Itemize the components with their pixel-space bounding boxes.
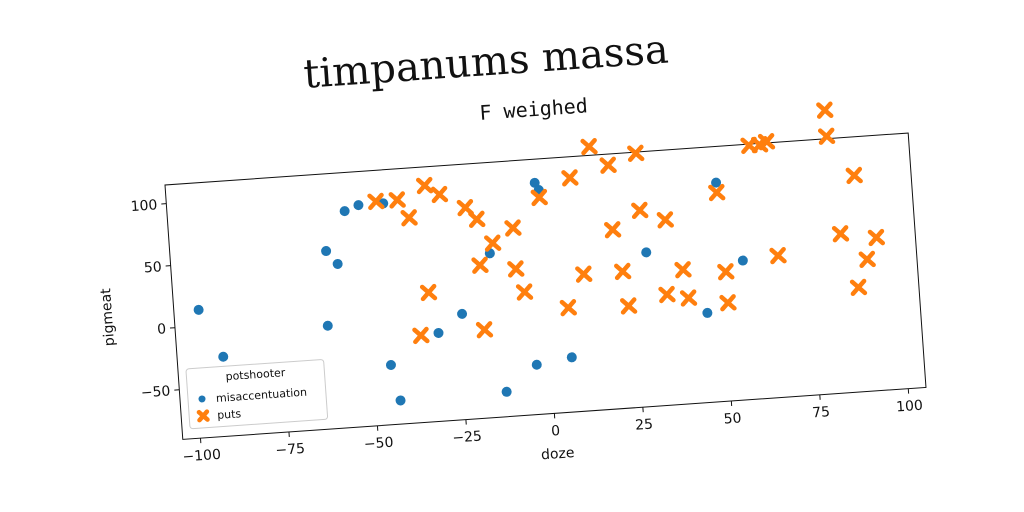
point-puts (484, 234, 502, 252)
legend-marker-x (196, 409, 210, 423)
point-puts (817, 127, 836, 145)
point-puts (631, 201, 649, 220)
y-tick-label: 0 (157, 321, 167, 338)
point-puts (507, 260, 525, 278)
point-puts (674, 261, 692, 279)
point-puts (816, 101, 834, 119)
point-puts (708, 183, 726, 202)
point-puts (719, 294, 737, 312)
point-misaccentuation (193, 304, 204, 315)
x-tick-label: 0 (551, 423, 561, 440)
point-puts (515, 283, 534, 301)
point-puts (679, 289, 698, 307)
point-puts (849, 278, 868, 297)
legend: potshooter misaccentuation puts (185, 359, 329, 430)
point-misaccentuation (711, 177, 722, 188)
point-puts (559, 299, 577, 317)
point-misaccentuation (321, 246, 332, 257)
point-misaccentuation (501, 386, 512, 397)
point-puts (419, 283, 438, 302)
point-misaccentuation (457, 308, 468, 319)
point-puts (757, 133, 776, 151)
point-puts (604, 221, 622, 239)
point-puts (456, 198, 474, 217)
point-misaccentuation (531, 359, 542, 370)
y-axis: −50 0 50 100 (130, 197, 180, 401)
point-puts (620, 297, 638, 315)
legend-label-puts: puts (217, 407, 242, 422)
legend-marker-misaccentuation (198, 395, 206, 403)
point-puts (430, 185, 449, 204)
point-misaccentuation (702, 307, 713, 318)
point-puts (614, 262, 632, 281)
point-misaccentuation (737, 255, 748, 266)
y-axis-label: pigmeat (98, 287, 118, 346)
point-puts (717, 263, 735, 281)
point-puts (658, 285, 676, 304)
x-axis-label: doze (541, 445, 575, 463)
point-puts (388, 191, 406, 209)
point-puts (504, 219, 522, 237)
x-axis: −100 −75 −50 −25 0 25 50 75 100 (182, 388, 924, 466)
plot-area: F weighed −50 0 50 100 −100 −75 −50 −25 0 25 50 75… (98, 93, 927, 466)
point-puts (599, 156, 617, 174)
point-puts (415, 176, 434, 195)
point-puts (831, 225, 850, 243)
point-puts (845, 166, 863, 185)
y-tick-label: 50 (143, 259, 162, 276)
x-tick-label: −25 (452, 429, 483, 447)
legend-marker-puts (196, 409, 210, 423)
point-misaccentuation (395, 395, 406, 406)
point-puts (769, 246, 787, 265)
point-puts (468, 210, 486, 228)
x-tick-label: 75 (812, 404, 831, 421)
x-tick-label: 25 (635, 417, 654, 434)
point-puts (575, 265, 593, 283)
y-tick-label: −50 (140, 383, 171, 401)
point-misaccentuation (332, 258, 343, 269)
legend-title: potshooter (225, 366, 286, 383)
point-puts (867, 228, 886, 247)
point-puts (858, 250, 876, 268)
point-misaccentuation (641, 247, 652, 258)
point-puts (627, 144, 645, 162)
legend-box (185, 359, 329, 430)
point-puts (400, 209, 418, 227)
point-puts (471, 256, 489, 274)
point-puts (561, 169, 579, 187)
point-puts (530, 188, 548, 207)
point-puts (580, 137, 598, 156)
plot-frame (164, 132, 927, 440)
chart-title: F weighed (479, 93, 589, 125)
legend-label-misaccentuation: misaccentuation (216, 386, 308, 405)
point-puts (412, 326, 430, 345)
point-misaccentuation (339, 206, 350, 217)
x-tick-label: −50 (363, 435, 394, 453)
point-misaccentuation (566, 352, 577, 363)
point-puts (367, 192, 385, 211)
point-misaccentuation (322, 320, 333, 331)
point-puts (656, 211, 674, 229)
point-misaccentuation (353, 200, 364, 211)
y-tick-label: 100 (130, 197, 158, 215)
x-tick-label: −100 (182, 447, 221, 466)
point-misaccentuation (385, 359, 396, 370)
point-puts (475, 321, 494, 339)
x-tick-label: 50 (723, 410, 742, 427)
point-misaccentuation (218, 351, 229, 362)
point-misaccentuation (433, 327, 444, 338)
x-tick-label: −75 (275, 441, 306, 459)
x-tick-label: 100 (896, 398, 924, 416)
data-points (193, 101, 886, 406)
